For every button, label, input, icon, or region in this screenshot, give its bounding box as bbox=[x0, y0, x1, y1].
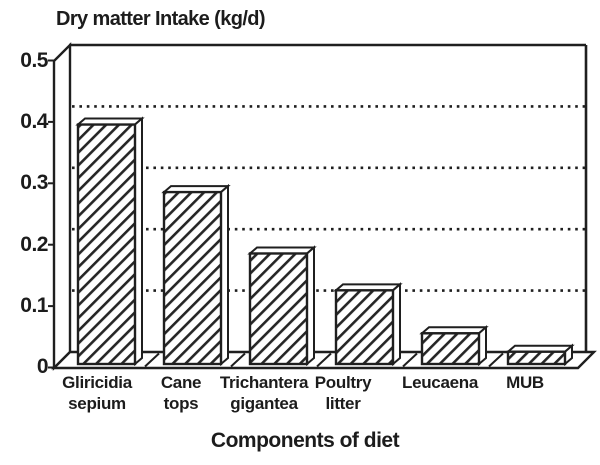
floor-separator bbox=[488, 352, 504, 368]
bar-front-face bbox=[162, 190, 223, 366]
bar-front-face bbox=[334, 289, 395, 366]
y-tick-label-0-3: 0.3 bbox=[20, 171, 48, 194]
bar-front-face bbox=[420, 332, 481, 366]
chart-title: Dry matter Intake (kg/d) bbox=[56, 8, 266, 30]
y-tick-label-0-2: 0.2 bbox=[20, 233, 48, 256]
category-label-trichantera-gigantea: Trichantera gigantea bbox=[219, 373, 309, 413]
bar-front-face bbox=[76, 123, 137, 366]
y-tick-label-0-4: 0.4 bbox=[20, 110, 48, 133]
y-axis-wall bbox=[52, 42, 72, 371]
floor-separator bbox=[230, 352, 246, 368]
floor-separator bbox=[402, 352, 418, 368]
y-tick-label-0: 0 bbox=[36, 355, 49, 378]
y-tick-label-0-1: 0.1 bbox=[20, 294, 48, 317]
category-label-poultry-litter: Poultry litter bbox=[314, 373, 372, 413]
category-label-gliricidia-sepium: Gliricidia sepium bbox=[62, 373, 132, 413]
category-label-leucaena: Leucaena bbox=[401, 373, 479, 392]
bar-front-face bbox=[506, 350, 567, 366]
category-label-mub: MUB bbox=[506, 373, 544, 392]
floor-separator bbox=[316, 352, 332, 368]
x-axis-title: Components of diet bbox=[210, 429, 400, 452]
bar-front-face bbox=[248, 252, 309, 366]
category-label-cane-tops: Cane tops bbox=[160, 373, 202, 413]
y-tick-label-0-5: 0.5 bbox=[20, 49, 48, 72]
floor-separator bbox=[144, 352, 160, 368]
